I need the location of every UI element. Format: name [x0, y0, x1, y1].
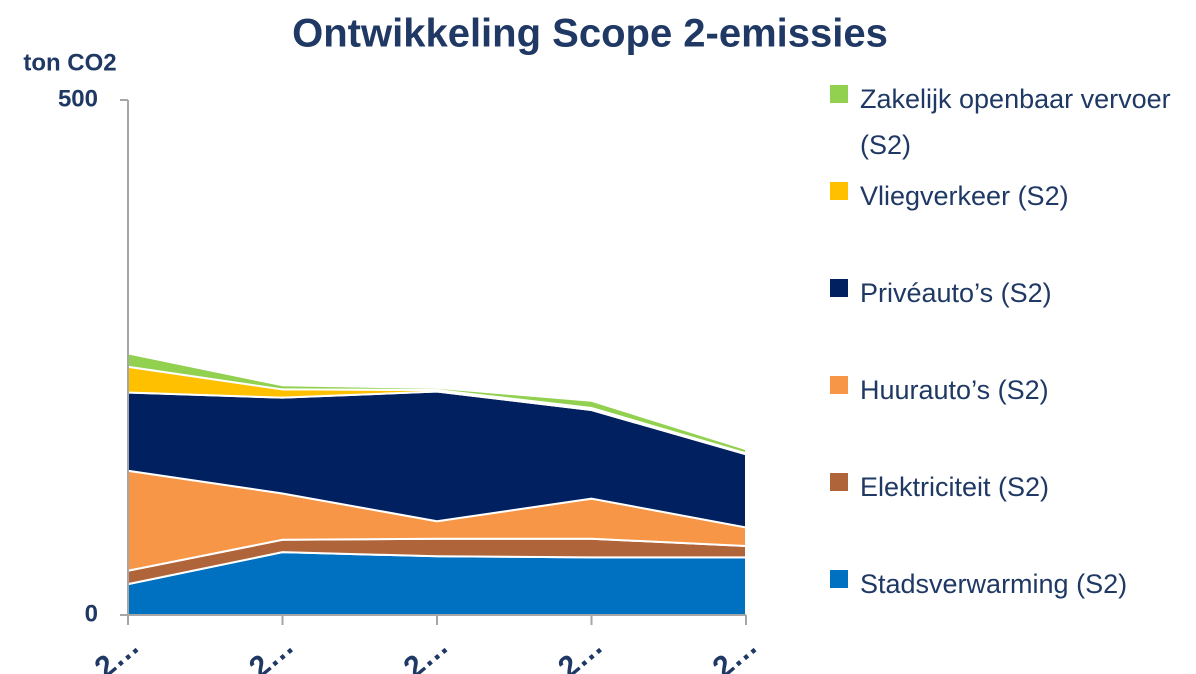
legend-item: Huurauto’s (S2): [830, 367, 1190, 413]
area: [127, 352, 747, 455]
y-axis-label: ton CO2: [23, 49, 116, 76]
legend-item: Privéauto’s (S2): [830, 270, 1190, 316]
legend-label: Huurauto’s (S2): [860, 375, 1049, 405]
x-tick-label: 2…: [243, 629, 300, 674]
legend-label: Zakelijk openbaar vervoer (S2): [860, 84, 1171, 160]
x-tick-label: 2…: [552, 629, 609, 674]
legend-item: Stadsverwarming (S2): [830, 561, 1190, 607]
legend-item: Vliegverkeer (S2): [830, 173, 1190, 219]
x-tick-label: 2…: [707, 629, 764, 674]
legend-label: Privéauto’s (S2): [860, 278, 1052, 308]
x-tick-label: 2…: [398, 629, 455, 674]
legend-label: Stadsverwarming (S2): [860, 569, 1128, 599]
legend-swatch: [830, 182, 848, 200]
x-tick-label: 2…: [89, 629, 146, 674]
legend-label: Elektriciteit (S2): [860, 472, 1050, 502]
chart-title: Ontwikkeling Scope 2-emissies: [292, 12, 888, 56]
y-tick-label: 500: [58, 85, 98, 112]
legend-swatch: [830, 85, 848, 103]
legend-item: Zakelijk openbaar vervoer (S2): [830, 76, 1190, 168]
legend-swatch: [830, 376, 848, 394]
legend-swatch: [830, 473, 848, 491]
legend-swatch: [830, 570, 848, 588]
legend: Zakelijk openbaar vervoer (S2) Vliegverke…: [830, 0, 1190, 674]
y-tick-label: 0: [85, 600, 98, 627]
legend-swatch: [830, 279, 848, 297]
legend-label: Vliegverkeer (S2): [860, 181, 1069, 211]
legend-item: Elektriciteit (S2): [830, 464, 1190, 510]
